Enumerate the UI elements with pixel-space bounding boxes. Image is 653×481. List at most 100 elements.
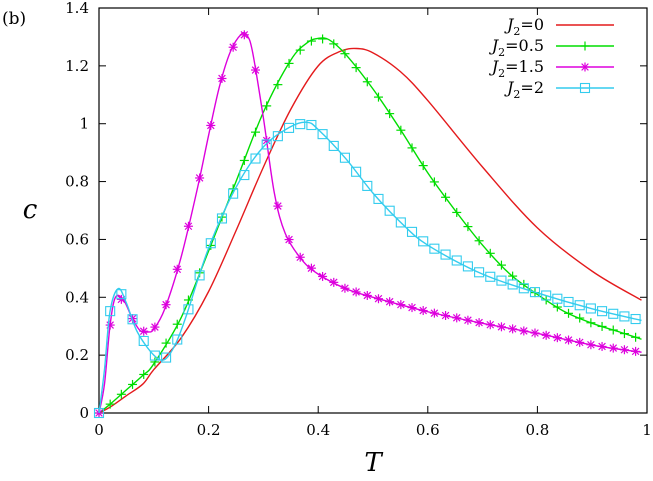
y-tick-label: 0.6: [65, 230, 89, 248]
series-marker: [217, 73, 227, 83]
series-marker: [283, 122, 295, 133]
series-marker: [239, 155, 249, 165]
series-marker: [306, 263, 316, 273]
series-marker: [194, 270, 205, 281]
y-axis-title: c: [23, 195, 38, 225]
series-marker: [318, 34, 328, 44]
y-tick-label: 0.8: [65, 173, 89, 191]
series-marker: [575, 337, 585, 347]
series-marker: [575, 313, 585, 323]
series-marker: [295, 45, 305, 55]
series-marker: [496, 260, 506, 270]
series-marker: [552, 302, 562, 312]
series-marker: [395, 217, 406, 228]
series-J2=0: [98, 47, 642, 414]
x-tick-label: 0.6: [416, 421, 440, 439]
y-tick-label: 1.2: [65, 57, 89, 75]
legend-marker: [580, 41, 590, 51]
series-marker: [552, 333, 562, 343]
series-marker: [128, 379, 138, 389]
series-marker: [407, 303, 417, 313]
series-marker: [519, 326, 529, 336]
series-marker: [563, 296, 574, 308]
x-tick-label: 0.2: [197, 421, 221, 439]
series-marker: [272, 131, 283, 142]
series-marker: [597, 341, 607, 351]
series-marker: [183, 221, 193, 231]
series-marker: [150, 322, 160, 332]
series-marker: [339, 152, 350, 163]
series-marker: [564, 335, 574, 345]
y-tick-label: 0.4: [65, 288, 89, 306]
series-marker: [340, 283, 350, 293]
x-axis-title: T: [364, 448, 383, 478]
series-marker: [262, 101, 272, 111]
series-marker: [205, 238, 216, 249]
series-marker: [373, 92, 383, 102]
series-marker: [452, 207, 462, 217]
series-marker: [329, 277, 339, 287]
series-marker: [351, 287, 361, 297]
series-marker: [351, 63, 361, 73]
series-marker: [295, 119, 306, 130]
x-tick-label: 0.4: [306, 421, 330, 439]
series-marker: [329, 39, 339, 49]
series-marker: [328, 140, 339, 151]
series-marker: [284, 235, 294, 245]
series-marker: [597, 321, 607, 331]
series-marker: [429, 243, 440, 254]
series-marker: [441, 310, 451, 320]
series-marker: [518, 283, 529, 294]
series-marker: [306, 119, 317, 131]
series-marker: [429, 177, 439, 187]
series-marker: [261, 139, 272, 150]
series-marker: [630, 313, 641, 325]
x-tick-label: 1: [642, 421, 652, 439]
series-marker: [351, 166, 362, 177]
series-marker: [441, 192, 451, 202]
legend-label: J2=1.5: [489, 57, 544, 80]
series-marker: [496, 275, 507, 286]
series-marker: [529, 287, 541, 298]
series-marker: [631, 346, 641, 356]
series-marker: [418, 236, 429, 247]
series-line: [98, 31, 642, 414]
series-marker: [463, 315, 473, 325]
x-tick-label: 0: [94, 421, 104, 439]
series-marker: [105, 399, 115, 409]
legend: J2=0J2=0.5J2=1.5J2=2: [489, 15, 614, 101]
series-marker: [585, 303, 596, 314]
series-marker: [462, 261, 473, 272]
series-marker: [508, 271, 518, 281]
series-marker: [407, 143, 417, 153]
series-marker: [195, 173, 205, 183]
legend-label: J2=2: [504, 78, 544, 101]
legend-marker: [580, 62, 590, 72]
series-marker: [552, 293, 563, 304]
series-marker: [239, 30, 249, 40]
series-marker: [250, 153, 261, 164]
series-marker: [373, 193, 384, 204]
y-tick-label: 0: [79, 404, 89, 422]
series-marker: [485, 320, 495, 330]
series-marker: [228, 188, 239, 199]
series-marker: [619, 311, 630, 322]
panel-label: (b): [2, 9, 26, 29]
series-marker: [608, 308, 619, 319]
series-marker: [161, 352, 172, 363]
series-marker: [172, 319, 182, 329]
series-marker: [541, 290, 552, 301]
series-layer: [93, 30, 642, 419]
series-marker: [239, 169, 250, 181]
series-marker: [530, 328, 540, 338]
legend-marker: [579, 82, 591, 94]
series-marker: [306, 36, 316, 46]
series-marker: [418, 161, 428, 171]
series-marker: [429, 308, 439, 318]
series-marker: [295, 252, 305, 262]
series-marker: [519, 279, 529, 289]
series-marker: [496, 322, 506, 332]
series-marker: [574, 300, 585, 311]
plot-frame: [98, 7, 648, 414]
